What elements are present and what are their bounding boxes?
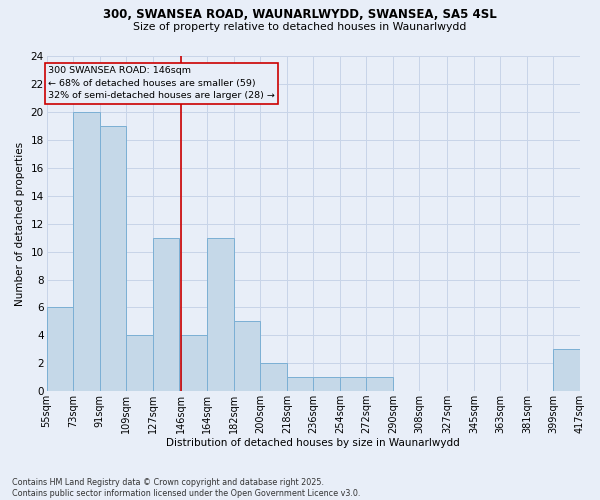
Bar bbox=[207, 238, 234, 391]
Bar bbox=[47, 308, 73, 391]
Bar bbox=[313, 377, 340, 391]
Bar bbox=[553, 349, 580, 391]
Bar bbox=[100, 126, 126, 391]
X-axis label: Distribution of detached houses by size in Waunarlwydd: Distribution of detached houses by size … bbox=[166, 438, 460, 448]
Bar bbox=[126, 336, 152, 391]
Text: Contains HM Land Registry data © Crown copyright and database right 2025.
Contai: Contains HM Land Registry data © Crown c… bbox=[12, 478, 361, 498]
Bar bbox=[340, 377, 367, 391]
Bar bbox=[287, 377, 313, 391]
Bar bbox=[260, 363, 287, 391]
Bar bbox=[152, 238, 179, 391]
Bar bbox=[234, 322, 260, 391]
Bar bbox=[367, 377, 393, 391]
Text: 300, SWANSEA ROAD, WAUNARLWYDD, SWANSEA, SA5 4SL: 300, SWANSEA ROAD, WAUNARLWYDD, SWANSEA,… bbox=[103, 8, 497, 20]
Text: 300 SWANSEA ROAD: 146sqm
← 68% of detached houses are smaller (59)
32% of semi-d: 300 SWANSEA ROAD: 146sqm ← 68% of detach… bbox=[48, 66, 275, 100]
Text: Size of property relative to detached houses in Waunarlwydd: Size of property relative to detached ho… bbox=[133, 22, 467, 32]
Bar bbox=[181, 336, 207, 391]
Y-axis label: Number of detached properties: Number of detached properties bbox=[15, 142, 25, 306]
Bar bbox=[73, 112, 100, 391]
